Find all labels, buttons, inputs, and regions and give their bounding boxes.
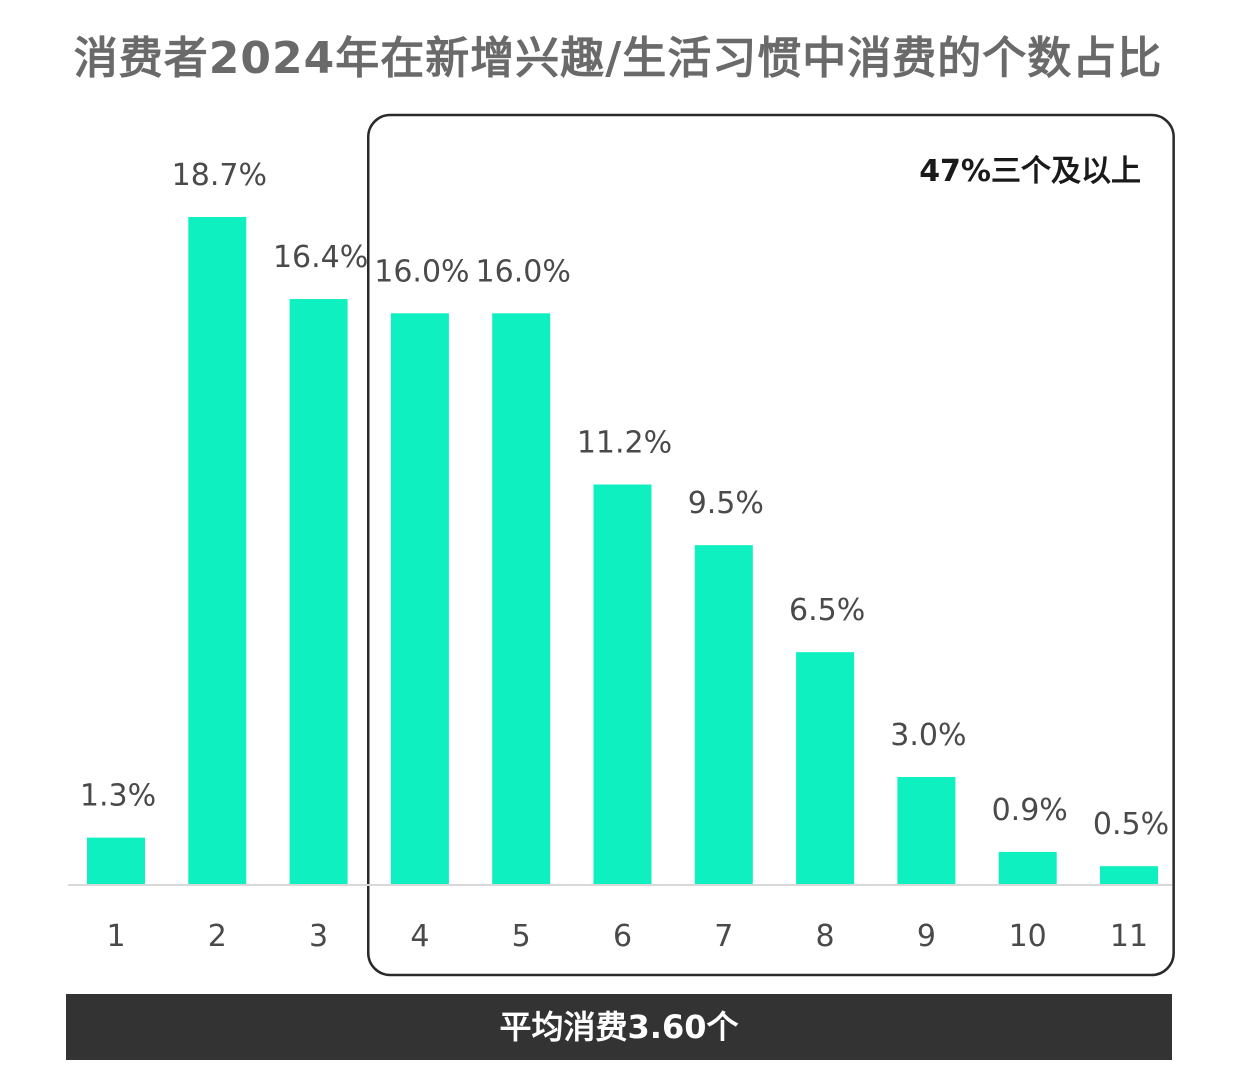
highlight-box-label: 47%三个及以上: [919, 154, 1141, 189]
x-tick-label: 11: [1110, 919, 1148, 954]
data-label: 18.7%: [172, 158, 267, 193]
x-tick-label: 3: [309, 919, 328, 954]
data-label: 3.0%: [890, 718, 966, 753]
x-tick-label: 4: [410, 919, 429, 954]
x-tick-label: 10: [1009, 919, 1047, 954]
x-tick-label: 8: [816, 919, 835, 954]
bar: [1100, 866, 1158, 884]
chart-title: 消费者2024年在新增兴趣/生活习惯中消费的个数占比: [73, 33, 1163, 84]
x-tick-label: 1: [106, 919, 125, 954]
bars-layer: 1.3% 1 18.7% 2 16.4% 3 16.0% 4 16.0% 5 11.2% 6 9.5% 7…: [68, 113, 1175, 977]
average-banner: 平均消费3.60个: [66, 994, 1172, 1060]
bar: [289, 299, 348, 884]
data-label: 16.0%: [476, 254, 571, 289]
x-tick-label: 7: [714, 919, 733, 954]
bar: [87, 837, 145, 884]
data-label: 6.5%: [789, 593, 865, 628]
data-label: 9.5%: [688, 486, 764, 521]
data-label: 11.2%: [577, 426, 672, 461]
x-tick-label: 6: [613, 919, 632, 954]
data-label: 0.5%: [1093, 807, 1169, 842]
data-label: 16.4%: [273, 240, 368, 275]
bar: [593, 484, 652, 884]
data-label: 16.0%: [374, 254, 469, 289]
bar: [390, 313, 449, 884]
x-tick-label: 2: [208, 919, 227, 954]
bar: [897, 776, 956, 884]
data-label: 1.3%: [80, 779, 156, 814]
x-tick-label: 5: [512, 919, 531, 954]
bar: [694, 545, 753, 884]
highlight-box: [367, 113, 1175, 977]
bar: [998, 851, 1057, 884]
x-tick-label: 9: [917, 919, 936, 954]
bar: [492, 313, 551, 884]
bar: [188, 217, 247, 884]
bar: [796, 652, 855, 884]
data-label: 0.9%: [992, 793, 1068, 828]
